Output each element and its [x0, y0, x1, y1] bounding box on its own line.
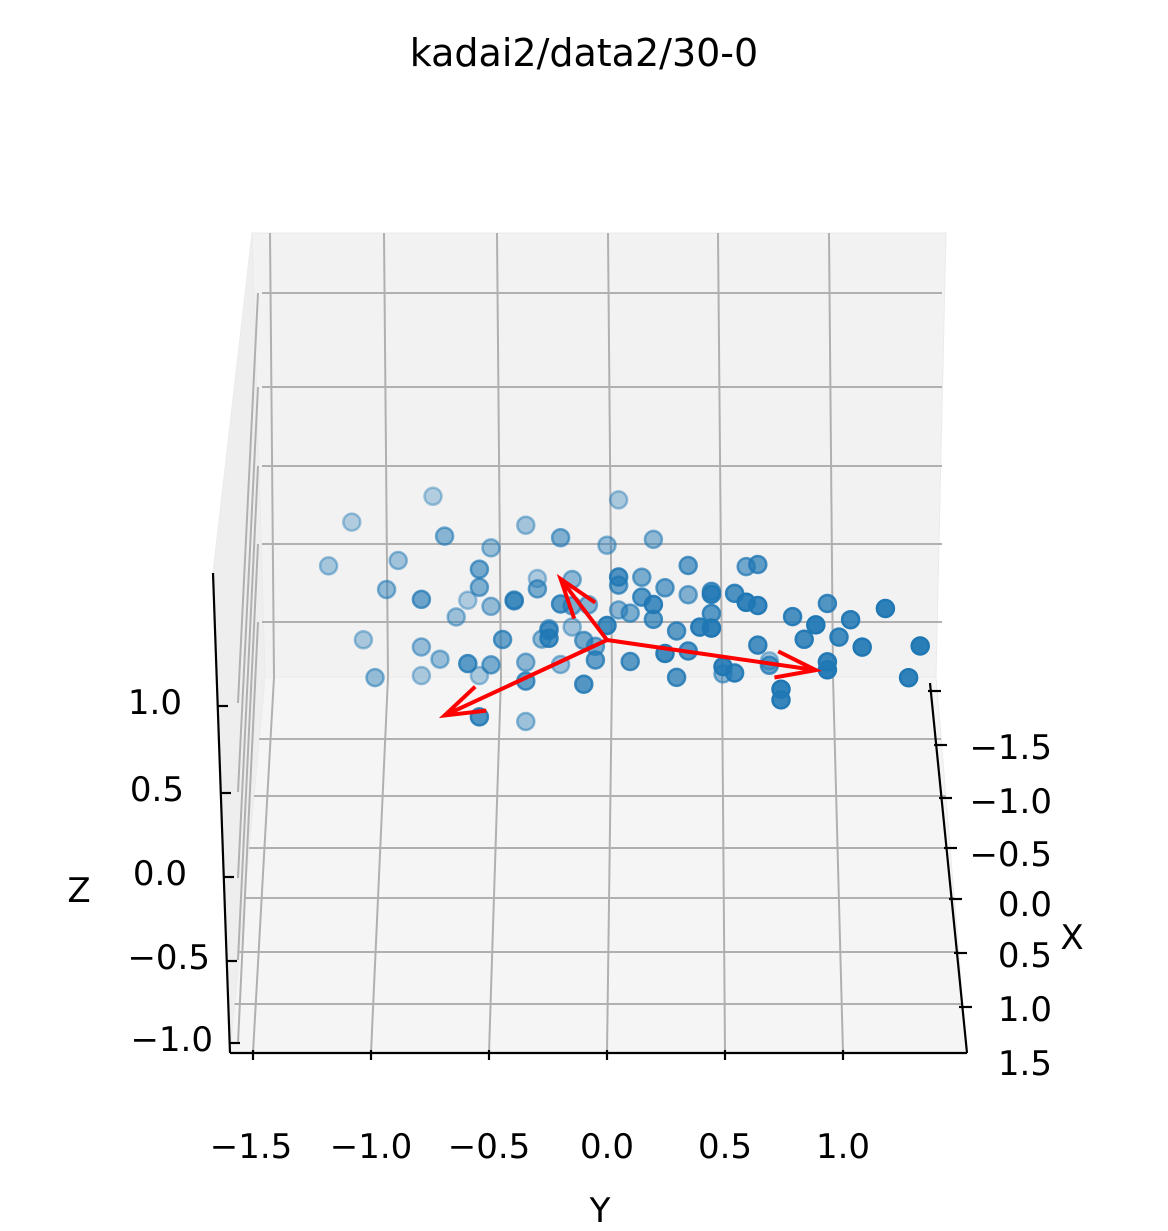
data-point	[900, 669, 917, 686]
data-point	[715, 658, 732, 675]
data-point	[784, 608, 801, 625]
y-tick-label: 0.0	[580, 1127, 634, 1167]
data-point	[413, 667, 430, 684]
data-point	[773, 681, 790, 698]
data-point	[703, 620, 720, 637]
data-point	[413, 639, 430, 656]
data-point	[680, 586, 697, 603]
data-point	[854, 639, 871, 656]
data-point	[483, 598, 500, 615]
z-tick-label: −1.0	[130, 1020, 213, 1060]
data-point	[517, 713, 534, 730]
y-tick-label: −1.0	[330, 1127, 413, 1167]
data-point	[483, 656, 500, 673]
x-tick-label: −1.5	[969, 728, 1052, 768]
data-point	[703, 586, 720, 603]
data-point	[471, 579, 488, 596]
data-point	[483, 539, 500, 556]
data-point	[432, 651, 449, 668]
data-point	[819, 595, 836, 612]
data-point	[575, 676, 592, 693]
data-point	[831, 629, 848, 646]
data-point	[436, 528, 453, 545]
data-point	[320, 557, 337, 574]
data-point	[378, 581, 395, 598]
x-tick-label: −0.5	[969, 835, 1052, 875]
z-axis-label: Z	[67, 871, 90, 911]
data-point	[645, 596, 662, 613]
data-point	[459, 655, 476, 672]
data-point	[517, 654, 534, 671]
data-point	[622, 653, 639, 670]
z-tick-label: 0.0	[133, 854, 187, 894]
data-point	[506, 592, 523, 609]
data-point	[749, 637, 766, 654]
data-point	[668, 669, 685, 686]
data-point	[541, 630, 558, 647]
y-axis-label: Y	[589, 1191, 611, 1231]
data-point	[587, 652, 604, 669]
y-tick-label: 0.5	[698, 1127, 752, 1167]
back-pane	[252, 233, 946, 677]
x-tick-label: 0.0	[998, 885, 1052, 925]
x-tick-label: −1.0	[969, 782, 1052, 822]
data-point	[494, 631, 511, 648]
y-tick-label: −1.5	[210, 1127, 293, 1167]
data-point	[657, 579, 674, 596]
data-point	[552, 529, 569, 546]
chart-title: kadai2/data2/30-0	[410, 31, 758, 75]
data-point	[343, 514, 360, 531]
data-point	[819, 661, 836, 678]
x-tick-label: 1.0	[998, 990, 1052, 1030]
data-point	[912, 638, 929, 655]
data-point	[425, 488, 442, 505]
data-point	[877, 600, 894, 617]
data-point	[610, 569, 627, 586]
floor-pane	[230, 677, 967, 1053]
data-point	[633, 569, 650, 586]
data-point	[842, 611, 859, 628]
data-point	[599, 537, 616, 554]
x-tick-label: 1.5	[998, 1044, 1052, 1084]
data-point	[610, 491, 627, 508]
data-point	[807, 616, 824, 633]
data-point	[749, 556, 766, 573]
y-tick-label: 1.0	[816, 1127, 870, 1167]
data-point	[517, 517, 534, 534]
data-point	[680, 557, 697, 574]
z-tick-label: 1.0	[128, 683, 182, 723]
data-point	[796, 631, 813, 648]
z-tick-label: 0.5	[130, 770, 184, 810]
data-point	[645, 531, 662, 548]
y-tick-label: −0.5	[448, 1127, 531, 1167]
data-point	[471, 561, 488, 578]
data-point	[622, 605, 639, 622]
z-tick-label: −0.5	[127, 938, 210, 978]
data-point	[367, 669, 384, 686]
data-point	[668, 623, 685, 640]
data-point	[448, 609, 465, 626]
data-point	[413, 591, 430, 608]
data-point	[390, 552, 407, 569]
data-point	[529, 580, 546, 597]
x-axis-label: X	[1060, 918, 1083, 958]
x-tick-label: 0.5	[998, 936, 1052, 976]
data-point	[355, 631, 372, 648]
data-point	[738, 594, 755, 611]
